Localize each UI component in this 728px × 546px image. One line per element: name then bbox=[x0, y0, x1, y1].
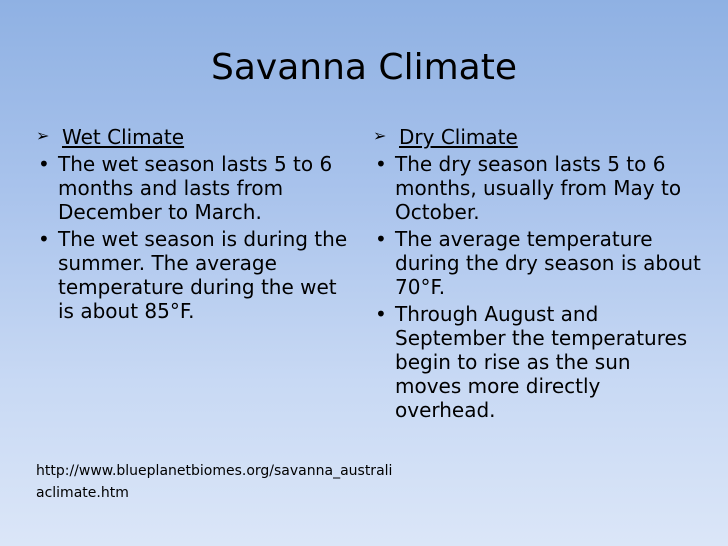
dry-climate-heading: ➢ Dry Climate bbox=[373, 125, 703, 149]
wet-bullet-text: The wet season is during the summer. The… bbox=[58, 227, 348, 323]
dry-climate-column: ➢ Dry Climate • The dry season lasts 5 t… bbox=[373, 125, 703, 425]
bullet-dot-icon: • bbox=[375, 302, 387, 326]
dry-bullet-text: Through August and September the tempera… bbox=[395, 302, 688, 422]
wet-bullet-text: The wet season lasts 5 to 6 months and l… bbox=[58, 152, 333, 224]
dry-bullet-item: • Through August and September the tempe… bbox=[373, 302, 703, 422]
arrowhead-bullet-icon: ➢ bbox=[36, 126, 50, 145]
bullet-dot-icon: • bbox=[38, 152, 50, 176]
source-url: http://www.blueplanetbiomes.org/savanna_… bbox=[36, 463, 393, 501]
arrowhead-bullet-icon: ➢ bbox=[373, 126, 387, 145]
dry-bullet-item: • The dry season lasts 5 to 6 months, us… bbox=[373, 152, 703, 224]
dry-bullet-text: The dry season lasts 5 to 6 months, usua… bbox=[395, 152, 682, 224]
wet-climate-heading: ➢ Wet Climate bbox=[36, 125, 356, 149]
dry-bullet-item: • The average temperature during the dry… bbox=[373, 227, 703, 299]
wet-bullet-item: • The wet season lasts 5 to 6 months and… bbox=[36, 152, 356, 224]
bullet-dot-icon: • bbox=[375, 227, 387, 251]
wet-bullet-item: • The wet season is during the summer. T… bbox=[36, 227, 356, 323]
bullet-dot-icon: • bbox=[38, 227, 50, 251]
bullet-dot-icon: • bbox=[375, 152, 387, 176]
wet-climate-heading-text: Wet Climate bbox=[62, 125, 185, 149]
slide-title: Savanna Climate bbox=[211, 47, 517, 88]
dry-bullet-text: The average temperature during the dry s… bbox=[395, 227, 701, 299]
wet-climate-column: ➢ Wet Climate • The wet season lasts 5 t… bbox=[36, 125, 356, 326]
dry-climate-heading-text: Dry Climate bbox=[399, 125, 518, 149]
